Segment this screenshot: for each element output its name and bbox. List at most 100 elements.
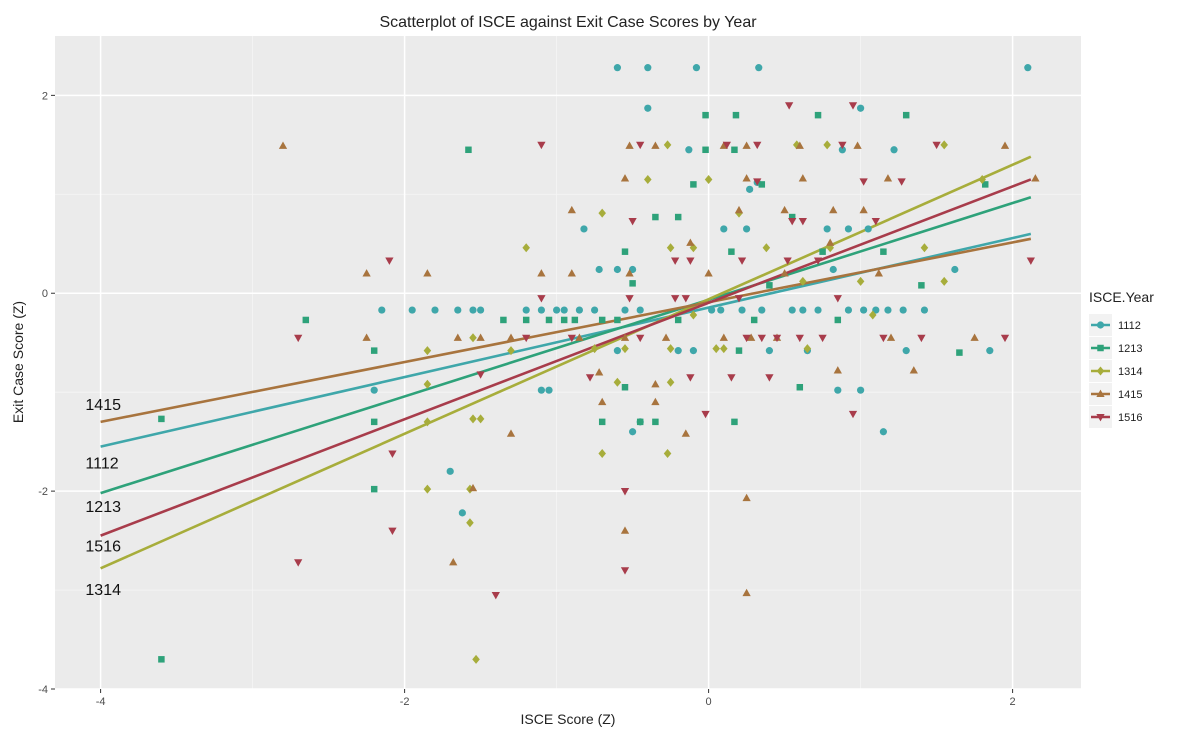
point-1314 [469, 414, 477, 424]
point-1516 [917, 334, 926, 343]
legend-label-1112: 1112 [1118, 320, 1141, 332]
point-1516 [788, 217, 797, 226]
data-points [158, 64, 1040, 664]
y-axis-title: Exit Case Score (Z) [10, 301, 26, 423]
point-1415 [575, 333, 584, 341]
point-1213 [674, 213, 682, 221]
point-1112 [477, 306, 485, 314]
point-1314 [689, 310, 698, 320]
point-1314 [423, 346, 432, 356]
point-1415 [620, 526, 630, 534]
x-tick-label: -4 [96, 696, 106, 708]
line-label-1415: 1415 [85, 397, 121, 414]
point-1112 [431, 306, 439, 314]
point-1314 [507, 346, 515, 356]
point-1516 [620, 488, 630, 496]
point-1415 [362, 333, 371, 341]
point-1112 [986, 347, 994, 355]
point-1314 [590, 344, 599, 354]
point-1415 [909, 366, 918, 374]
point-1213 [370, 485, 378, 493]
point-1415 [595, 368, 604, 376]
point-1112 [613, 347, 622, 355]
point-1213 [902, 111, 910, 119]
point-1415 [798, 174, 807, 182]
point-1112 [708, 306, 716, 314]
point-1516 [671, 257, 680, 265]
point-1112 [629, 428, 637, 436]
legend-key-marker-1415 [1096, 389, 1105, 398]
point-1516 [753, 178, 762, 186]
point-1415 [598, 397, 607, 406]
fit-line-1415 [100, 237, 1032, 424]
legend-key-marker-1516 [1096, 413, 1105, 422]
point-1213 [636, 418, 644, 426]
point-1314 [466, 518, 474, 528]
point-1314 [856, 276, 865, 286]
point-1213 [652, 418, 659, 426]
point-1516 [636, 334, 645, 343]
point-1415 [661, 333, 671, 341]
y-tick-label: -4 [38, 684, 48, 696]
legend-label-1516: 1516 [1118, 412, 1142, 424]
point-1415 [476, 333, 485, 341]
point-1112 [629, 265, 637, 274]
point-1213 [598, 316, 606, 324]
point-1112 [580, 225, 588, 233]
point-1213 [158, 656, 165, 663]
point-1415 [651, 141, 660, 149]
point-1314 [799, 276, 807, 286]
point-1213 [702, 111, 709, 119]
point-1213 [690, 181, 697, 188]
point-1415 [620, 174, 630, 182]
point-1112 [1024, 64, 1032, 72]
point-1112 [575, 306, 584, 314]
point-1415 [625, 141, 634, 149]
point-1314 [823, 140, 831, 150]
point-1314 [712, 344, 720, 354]
point-1112 [545, 386, 553, 394]
line-label-1213: 1213 [85, 499, 121, 516]
point-1314 [423, 484, 432, 494]
point-1415 [468, 483, 478, 492]
point-1516 [742, 334, 751, 343]
point-1314 [940, 140, 948, 150]
point-1516 [765, 374, 774, 382]
point-1415 [742, 174, 751, 182]
point-1516 [833, 295, 842, 303]
point-1112 [758, 306, 766, 314]
point-1415 [651, 397, 660, 406]
point-1213 [560, 316, 568, 324]
point-1314 [598, 208, 606, 218]
point-1112 [755, 64, 763, 72]
point-1112 [636, 306, 644, 314]
point-1213 [982, 181, 989, 188]
point-1213 [465, 146, 472, 154]
point-1516 [636, 141, 645, 150]
point-1516 [620, 567, 630, 575]
point-1516 [701, 410, 710, 419]
point-1112 [788, 306, 796, 314]
point-1314 [666, 377, 675, 387]
point-1314 [868, 310, 877, 320]
point-1112 [644, 104, 652, 112]
point-1516 [734, 295, 744, 303]
point-1112 [717, 306, 725, 314]
point-1415 [734, 205, 744, 214]
point-1415 [449, 558, 458, 566]
x-axis-title: ISCE Score (Z) [521, 711, 616, 727]
x-tick-label: -2 [400, 696, 410, 708]
point-1415 [506, 333, 516, 341]
point-1112 [872, 306, 880, 314]
y-tick-label: -2 [38, 486, 48, 498]
y-axis-ticks: -4 -2 0 2 [38, 90, 55, 696]
point-1314 [469, 333, 477, 343]
point-1213 [158, 415, 165, 423]
point-1516 [813, 257, 823, 265]
point-1415 [886, 333, 896, 341]
point-1213 [702, 146, 709, 154]
point-1112 [899, 306, 907, 314]
point-1314 [423, 417, 432, 427]
point-1415 [742, 493, 751, 502]
point-1213 [819, 248, 826, 255]
